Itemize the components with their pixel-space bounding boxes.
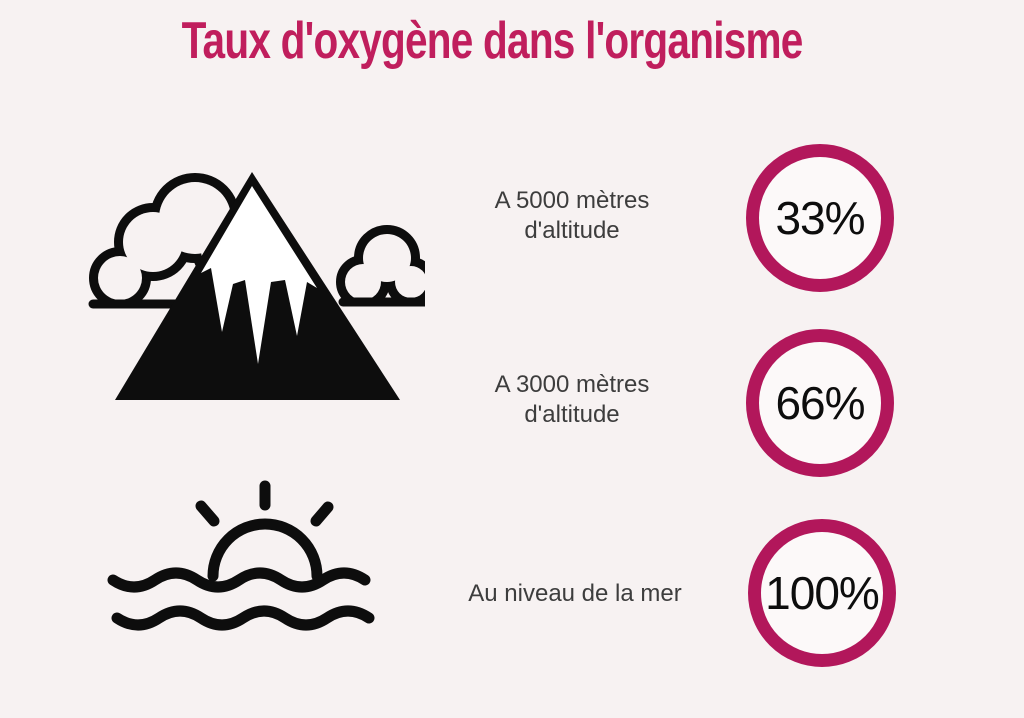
altitude-3000-label-line2: d'altitude <box>524 401 620 428</box>
page-title: Taux d'oxygène dans l'organisme <box>181 12 804 70</box>
sunrise-sea-icon <box>107 480 375 631</box>
oxygen-value-sea-level: 100% <box>765 567 880 619</box>
oxygen-ring-3000m: 66% <box>746 329 894 477</box>
sunrise-sea-icon <box>95 465 385 645</box>
oxygen-value-3000m: 66% <box>775 377 865 429</box>
mountain-clouds-icon <box>75 140 437 410</box>
mountain-clouds-icon <box>83 172 437 400</box>
title-wrap: Taux d'oxygène dans l'organisme <box>0 10 984 72</box>
oxygen-ring-sea-level: 100% <box>748 519 896 667</box>
altitude-3000-label: A 3000 mètres d'altitude <box>442 370 702 430</box>
sea-level-label-line1: Au niveau de la mer <box>468 580 682 607</box>
oxygen-value-5000m: 33% <box>775 192 865 244</box>
altitude-5000-label-line2: d'altitude <box>524 217 620 244</box>
altitude-3000-label-line1: A 3000 mètres <box>494 371 650 398</box>
altitude-5000-label: A 5000 mètres d'altitude <box>442 186 702 246</box>
altitude-5000-label-line1: A 5000 mètres <box>494 187 650 214</box>
oxygen-ring-5000m: 33% <box>746 144 894 292</box>
sea-level-label: Au niveau de la mer <box>445 579 705 609</box>
